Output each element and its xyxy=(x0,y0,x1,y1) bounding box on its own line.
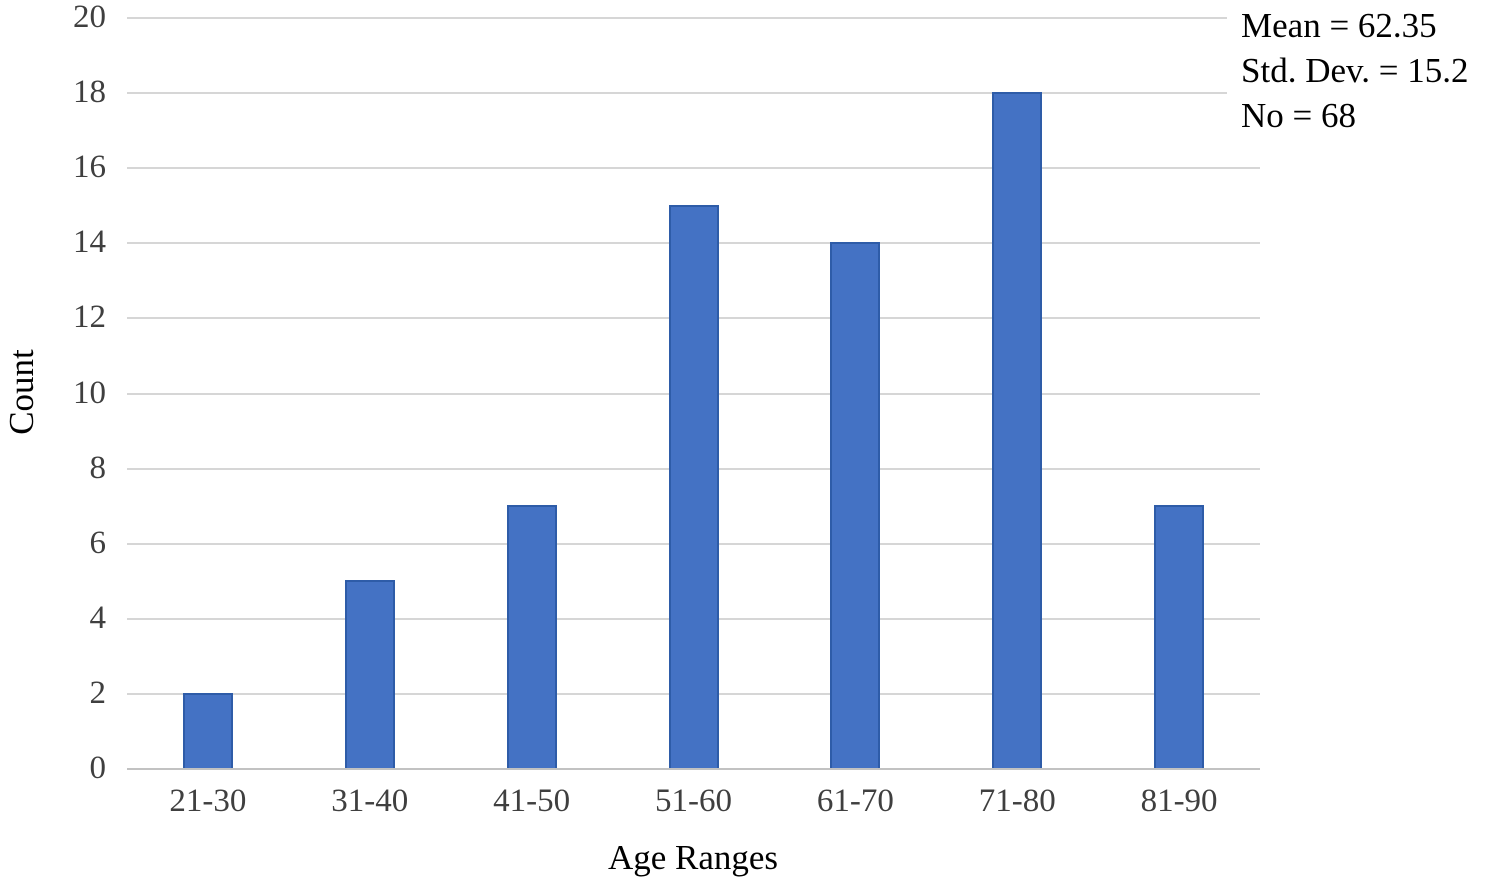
y-tick-label-0: 0 xyxy=(89,750,107,786)
x-tick-label-71-80: 71-80 xyxy=(978,783,1056,819)
plot-area xyxy=(127,17,1260,770)
annotation-line-stddev: Std. Dev. = 15.2 xyxy=(1241,51,1469,90)
y-tick-label-20: 20 xyxy=(73,0,106,35)
stats-annotation: Mean = 62.35 Std. Dev. = 15.2 No = 68 xyxy=(1227,0,1505,146)
bar-21-30 xyxy=(182,692,233,768)
bar-31-40 xyxy=(344,580,395,768)
y-tick-label-8: 8 xyxy=(89,449,107,486)
gridline-18 xyxy=(127,92,1260,95)
bar-51-60 xyxy=(668,204,719,768)
bar-41-50 xyxy=(506,505,557,768)
x-tick-label-81-90: 81-90 xyxy=(1140,783,1218,819)
bar-81-90 xyxy=(1154,505,1205,768)
bar-61-70 xyxy=(830,242,881,768)
y-tick-label-4: 4 xyxy=(89,599,107,636)
y-tick-label-18: 18 xyxy=(73,74,106,111)
x-tick-label-61-70: 61-70 xyxy=(816,783,894,819)
y-tick-label-12: 12 xyxy=(73,299,106,336)
y-tick-label-14: 14 xyxy=(73,224,106,261)
gridline-20 xyxy=(127,17,1260,19)
x-axis-title: Age Ranges xyxy=(607,838,779,877)
x-tick-label-31-40: 31-40 xyxy=(331,783,409,819)
bar-71-80 xyxy=(992,92,1043,768)
x-tick-label-41-50: 41-50 xyxy=(493,783,571,819)
x-tick-label-21-30: 21-30 xyxy=(169,783,247,819)
x-tick-label-51-60: 51-60 xyxy=(655,783,732,819)
y-tick-label-6: 6 xyxy=(89,524,107,561)
y-tick-label-2: 2 xyxy=(89,674,107,711)
gridline-16 xyxy=(127,167,1260,170)
y-tick-label-10: 10 xyxy=(73,374,106,411)
annotation-line-count: No = 68 xyxy=(1241,96,1357,135)
annotation-line-mean: Mean = 62.35 xyxy=(1241,6,1437,45)
y-tick-label-16: 16 xyxy=(73,149,106,186)
